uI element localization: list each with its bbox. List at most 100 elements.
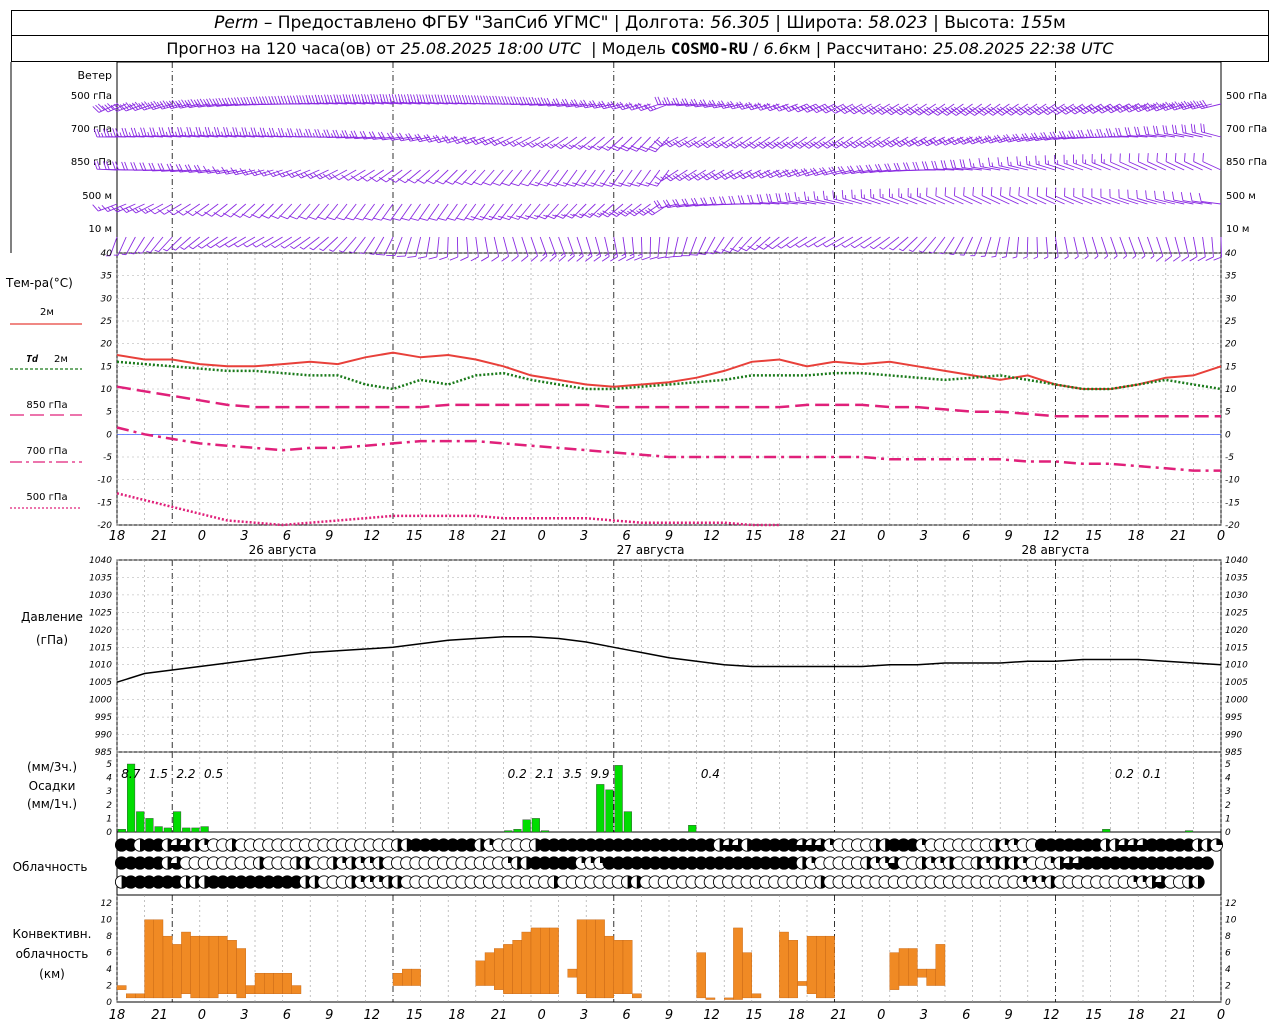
wind-barb [556,169,578,187]
wind-barb-shaft [1091,162,1111,171]
wind-barb-shaft [707,136,725,149]
wind-barb-shaft [380,203,394,221]
wind-barb-shaft [116,103,136,112]
wind-barb-shaft [133,135,154,138]
wind-barb-feather [657,256,667,259]
wind-barb-feather [1190,123,1193,133]
wind-barb-shaft [354,136,375,140]
wind-barb-shaft [182,203,201,216]
conv-cloud-bar [227,940,237,994]
wind-barb-shaft [631,236,635,257]
wind-barb-half [1001,256,1007,259]
wind-barb-feather [249,96,254,106]
wind-barb-feather [759,194,763,203]
wind-barb-shaft [902,236,918,252]
wind-barb-half [271,244,276,249]
wind-barb-feather [675,198,681,207]
wind-barb-half [568,144,573,148]
wind-barb-half [618,182,623,185]
wind-barb [874,103,900,115]
wind-barb-half [144,208,149,213]
wind-barb-feather [1184,153,1186,162]
wind-barb-shaft [410,136,430,142]
temp-tick-right: 10 [1225,385,1237,395]
wind-barb-feather [446,94,451,104]
wind-barb-feather [104,104,111,112]
wind-barb-feather [566,183,575,187]
wind-barb-feather [1024,133,1030,141]
wind-barb [1205,236,1214,261]
wind-barb-feather [639,183,649,187]
wind-barb-feather [516,96,521,106]
wind-barb-half [180,246,185,250]
wind-barb-feather [522,96,527,105]
wind-barb-feather [975,136,982,144]
wind-barb [1031,103,1056,116]
wind-barb [391,203,412,221]
wind-barb-half [569,102,573,107]
wind-barb-shaft [1191,200,1212,205]
wind-barb-shaft [313,236,329,251]
wind-barb [1030,132,1056,142]
wind-barb-half [606,146,611,149]
wind-barb-feather [519,216,528,220]
wind-barb-feather [1025,155,1028,165]
wind-barb [846,165,872,175]
wind-barb-feather [95,104,102,112]
time-tick-label-bottom: 18 [448,1008,465,1023]
wind-barb-feather [1181,256,1189,262]
wind-barb-shaft [777,201,798,205]
wind-barb-shaft [626,136,642,152]
wind-barb-shaft [427,203,440,221]
wind-barb-shaft [192,203,210,216]
wind-barb [1143,126,1166,138]
wind-barb-shaft [1018,195,1038,205]
wind-barb [1009,187,1028,205]
conv-cloud-bar [779,931,789,999]
wind-barb-half [854,194,856,200]
wind-barb-feather [766,102,773,110]
wind-barb [397,169,421,184]
wind-barb-feather [1137,153,1140,162]
wind-barb-shaft [928,103,946,116]
wind-barb [416,169,440,184]
wind-barb-shaft [142,169,164,172]
wind-barb-feather [884,163,889,172]
wind-barb-feather [361,93,365,103]
wind-barb-feather [644,104,651,112]
wind-barb-half [956,138,961,143]
alt-value: 155 [1020,13,1053,33]
wind-barb-half [1033,256,1038,260]
wind-barb-half [599,182,605,185]
wind-barb-feather [212,98,218,107]
conv-cloud-bar [199,935,210,999]
wind-barb-half [1179,103,1184,108]
wind-barb-feather [428,94,432,103]
wind-barb [329,236,348,252]
wind-barb-feather [246,96,251,106]
time-tick-label: 18 [1128,529,1145,544]
wind-barb [154,236,173,253]
wind-barb-feather [317,216,326,221]
wind-barb [653,200,679,209]
wind-barb-feather [339,94,343,104]
wind-barb [690,197,716,207]
wind-barb-shaft [601,169,615,187]
wind-barb [407,236,422,258]
wind-barb-half [1064,256,1069,260]
wind-barb-feather [382,217,391,221]
wind-barb-shaft [974,236,983,256]
wind-barb-shaft [342,236,357,253]
wind-barb-half [272,172,277,176]
time-tick-label-bottom: 3 [580,1008,588,1023]
wind-barb-feather [176,209,184,216]
wind-barb-shaft [881,103,900,115]
wind-barb-feather [157,163,162,172]
wind-barb [230,167,256,176]
wind-barb-feather [1033,132,1040,141]
wind-barb-half [621,253,626,257]
wind-barb-feather [259,127,264,136]
wind-barb-feather [739,171,747,178]
wind-barb-feather [1068,130,1073,139]
wind-barb-feather [645,209,653,216]
